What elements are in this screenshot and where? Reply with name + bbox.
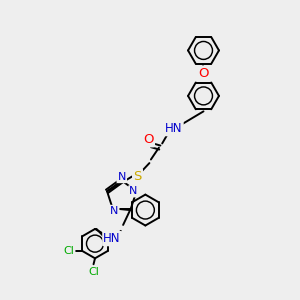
Text: S: S bbox=[133, 170, 142, 183]
Text: Cl: Cl bbox=[88, 267, 99, 277]
Text: O: O bbox=[143, 133, 154, 146]
Text: N: N bbox=[118, 172, 126, 182]
Text: N: N bbox=[129, 186, 138, 196]
Text: Cl: Cl bbox=[63, 246, 74, 256]
Text: N: N bbox=[110, 206, 118, 216]
Text: O: O bbox=[198, 67, 209, 80]
Text: HN: HN bbox=[103, 232, 121, 245]
Text: HN: HN bbox=[165, 122, 182, 135]
